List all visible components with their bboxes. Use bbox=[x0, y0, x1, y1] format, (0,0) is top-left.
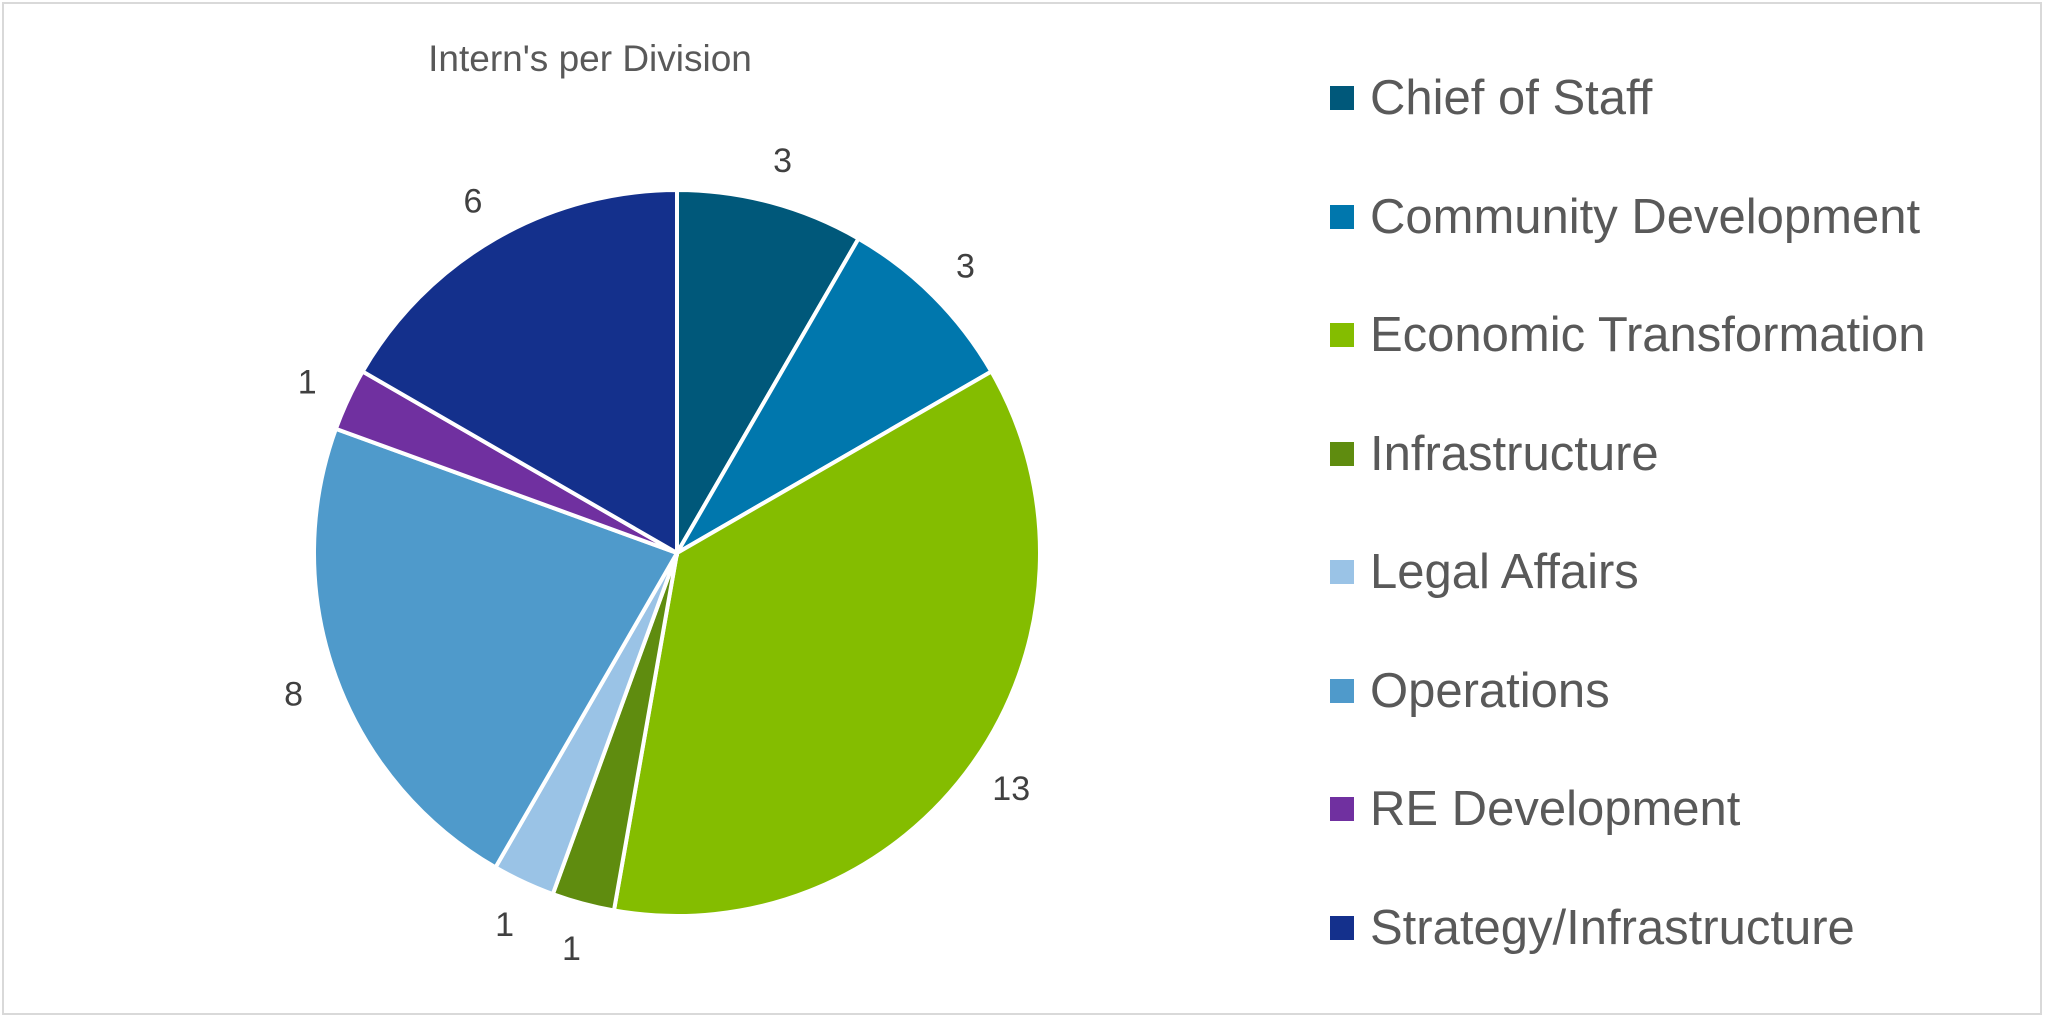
data-label: 1 bbox=[298, 364, 317, 402]
legend-item: Community Development bbox=[1330, 187, 1920, 247]
legend-label: Legal Affairs bbox=[1370, 545, 1639, 599]
chart-title: Intern's per Division bbox=[428, 38, 752, 79]
legend-label: Operations bbox=[1370, 663, 1610, 718]
pie-slice-5 bbox=[312, 426, 680, 871]
legend-item: Chief of Staff bbox=[1330, 68, 1652, 128]
legend-item: Legal Affairs bbox=[1330, 542, 1639, 602]
legend-swatch bbox=[1330, 915, 1354, 940]
legend-label: Economic Transformation bbox=[1370, 308, 1926, 362]
legend-swatch bbox=[1330, 86, 1354, 110]
legend-swatch bbox=[1330, 441, 1354, 466]
pie-slice-1 bbox=[671, 235, 995, 559]
legend-label: Infrastructure bbox=[1370, 426, 1659, 481]
legend-swatch bbox=[1330, 678, 1354, 703]
data-label: 3 bbox=[956, 248, 975, 286]
data-label: 8 bbox=[284, 676, 303, 714]
legend-swatch bbox=[1330, 323, 1354, 347]
legend-label: RE Development bbox=[1370, 782, 1741, 836]
legend-swatch bbox=[1330, 560, 1354, 584]
legend-item: Operations bbox=[1330, 661, 1610, 721]
legend-label: Strategy/Infrastructure bbox=[1370, 900, 1855, 955]
pie-slice-7 bbox=[359, 187, 679, 557]
legend-item: RE Development bbox=[1330, 779, 1740, 839]
data-label: 1 bbox=[495, 906, 514, 944]
legend-item: Economic Transformation bbox=[1330, 305, 1926, 365]
legend-item: Infrastructure bbox=[1330, 424, 1659, 484]
pie-slice-0 bbox=[675, 187, 862, 561]
pie-slice-2 bbox=[611, 368, 1042, 918]
legend-item: Strategy/Infrastructure bbox=[1330, 898, 1855, 958]
legend-label: Chief of Staff bbox=[1370, 71, 1653, 125]
data-label: 6 bbox=[464, 183, 483, 221]
legend-swatch bbox=[1330, 204, 1354, 229]
legend-swatch bbox=[1330, 797, 1354, 821]
legend-label: Community Development bbox=[1370, 189, 1921, 244]
data-label: 1 bbox=[562, 930, 581, 968]
data-label: 13 bbox=[992, 770, 1030, 808]
data-label: 3 bbox=[773, 142, 792, 180]
